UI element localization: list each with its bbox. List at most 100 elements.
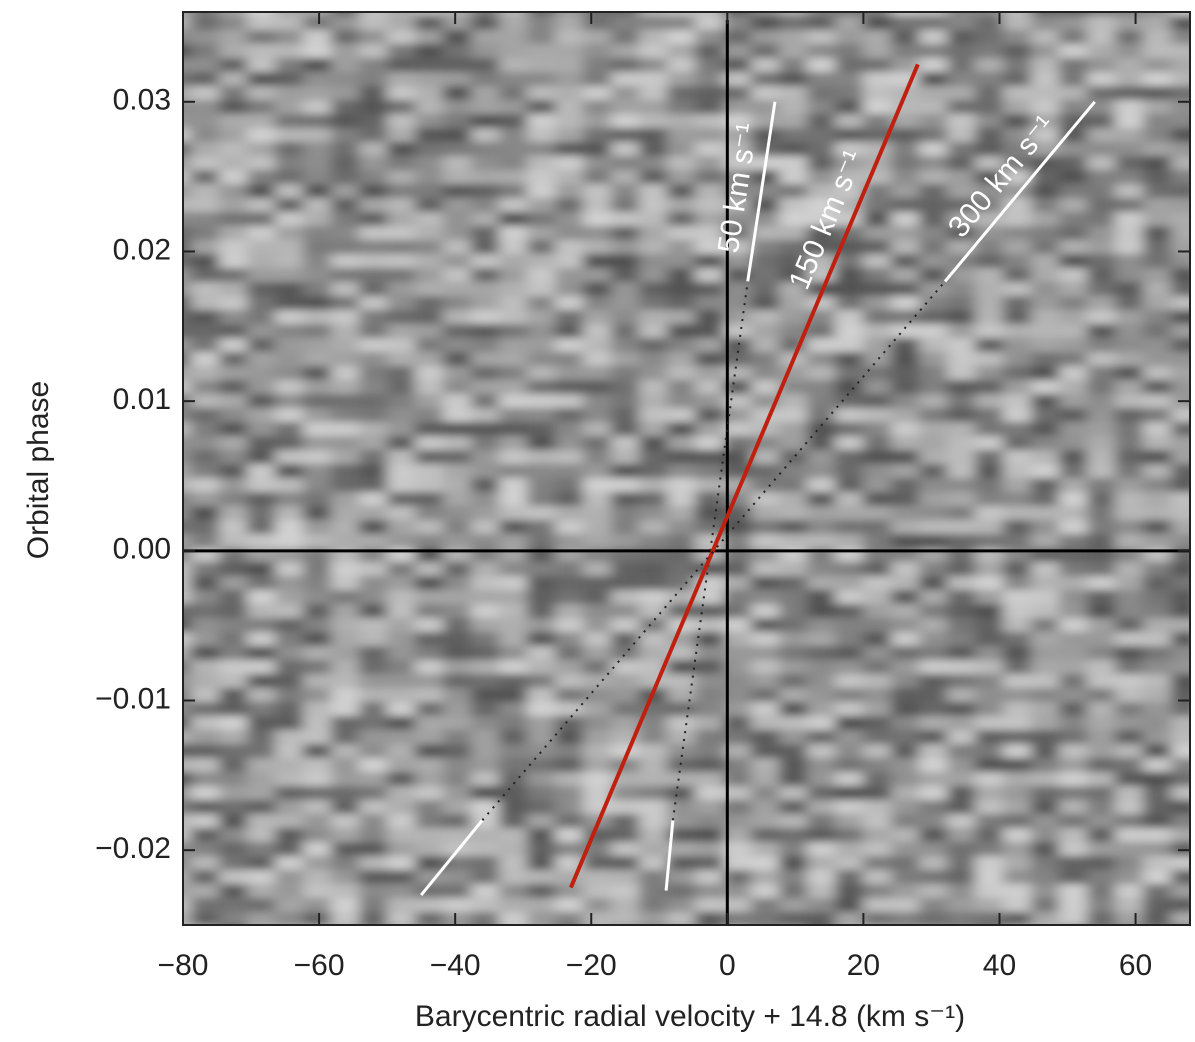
noise-cell	[947, 800, 977, 815]
noise-cell	[275, 800, 305, 815]
noise-cell	[219, 310, 249, 325]
noise-cell	[555, 758, 585, 773]
noise-cell	[807, 12, 837, 17]
noise-cell	[1171, 352, 1190, 367]
noise-cell	[415, 380, 445, 395]
noise-cell	[723, 898, 753, 913]
noise-cell	[1003, 394, 1033, 409]
noise-cell	[415, 758, 445, 773]
noise-cell	[471, 828, 501, 843]
noise-cell	[947, 478, 977, 493]
noise-cell	[1059, 422, 1089, 437]
noise-cell	[183, 380, 193, 395]
noise-cell	[303, 814, 333, 829]
noise-cell	[1143, 688, 1173, 703]
noise-cell	[863, 394, 893, 409]
noise-cell	[723, 842, 753, 857]
noise-cell	[555, 198, 585, 213]
noise-cell	[247, 436, 277, 451]
noise-cell	[415, 590, 445, 605]
noise-cell	[1171, 604, 1190, 619]
noise-cell	[247, 856, 277, 871]
noise-cell	[835, 156, 865, 171]
noise-cell	[359, 16, 389, 31]
noise-cell	[583, 786, 613, 801]
noise-cell	[183, 730, 193, 745]
noise-cell	[975, 842, 1005, 857]
noise-cell	[275, 772, 305, 787]
noise-cell	[275, 282, 305, 297]
noise-cell	[583, 646, 613, 661]
noise-cell	[1087, 898, 1117, 913]
noise-cell	[471, 254, 501, 269]
noise-cell	[751, 534, 781, 549]
noise-cell	[499, 884, 529, 899]
noise-cell	[1115, 618, 1145, 633]
noise-cell	[183, 128, 193, 143]
noise-cell	[1171, 828, 1190, 843]
noise-cell	[1087, 618, 1117, 633]
noise-cell	[583, 142, 613, 157]
noise-cell	[779, 380, 809, 395]
noise-cell	[471, 660, 501, 675]
noise-cell	[527, 380, 557, 395]
noise-cell	[779, 212, 809, 227]
noise-cell	[275, 814, 305, 829]
noise-cell	[835, 646, 865, 661]
noise-cell	[331, 618, 361, 633]
noise-cell	[695, 254, 725, 269]
noise-cell	[247, 30, 277, 45]
noise-cell	[863, 324, 893, 339]
noise-cell	[359, 338, 389, 353]
noise-cell	[415, 506, 445, 521]
noise-cell	[499, 44, 529, 59]
noise-cell	[1115, 898, 1145, 913]
noise-cell	[359, 828, 389, 843]
noise-cell	[331, 156, 361, 171]
noise-cell	[1003, 674, 1033, 689]
noise-cell	[331, 12, 361, 17]
noise-cell	[1143, 16, 1173, 31]
noise-cell	[583, 898, 613, 913]
noise-cell	[387, 30, 417, 45]
noise-cell	[359, 520, 389, 535]
noise-cell	[807, 394, 837, 409]
noise-cell	[1143, 744, 1173, 759]
noise-cell	[891, 856, 921, 871]
noise-cell	[947, 912, 977, 925]
noise-cell	[555, 128, 585, 143]
noise-cell	[975, 926, 1005, 941]
noise-cell	[583, 282, 613, 297]
noise-cell	[695, 184, 725, 199]
noise-cell	[919, 590, 949, 605]
noise-cell	[1059, 324, 1089, 339]
noise-cell	[191, 184, 221, 199]
guide-line	[568, 63, 920, 889]
noise-cell	[1087, 380, 1117, 395]
noise-cell	[555, 324, 585, 339]
noise-cell	[359, 44, 389, 59]
noise-cell	[247, 86, 277, 101]
noise-cell	[1115, 688, 1145, 703]
noise-cell	[1087, 268, 1117, 283]
noise-cell	[583, 450, 613, 465]
noise-cell	[779, 856, 809, 871]
noise-cell	[499, 240, 529, 255]
noise-cell	[723, 324, 753, 339]
noise-cell	[779, 478, 809, 493]
noise-cell	[443, 12, 473, 17]
noise-cell	[667, 898, 697, 913]
noise-cell	[1059, 170, 1089, 185]
noise-cell	[723, 716, 753, 731]
noise-cell	[275, 100, 305, 115]
noise-cell	[723, 912, 753, 925]
noise-cell	[443, 646, 473, 661]
noise-cell	[723, 408, 753, 423]
noise-cell	[863, 58, 893, 73]
noise-cell	[1059, 72, 1089, 87]
noise-cell	[331, 926, 361, 941]
noise-cell	[1087, 688, 1117, 703]
noise-cell	[1115, 352, 1145, 367]
noise-cell	[219, 576, 249, 591]
noise-cell	[387, 58, 417, 73]
